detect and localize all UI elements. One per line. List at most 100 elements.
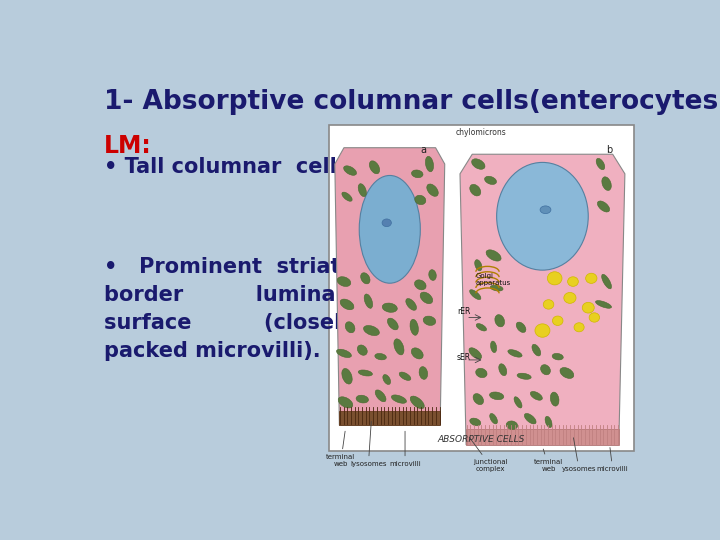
Ellipse shape [340, 299, 354, 309]
Ellipse shape [540, 206, 551, 214]
Ellipse shape [426, 158, 433, 170]
Text: microvilli: microvilli [597, 448, 629, 472]
Ellipse shape [337, 278, 351, 285]
Ellipse shape [382, 219, 392, 227]
Ellipse shape [343, 166, 358, 176]
Ellipse shape [420, 293, 432, 303]
Ellipse shape [551, 392, 559, 406]
Ellipse shape [483, 176, 498, 185]
Text: microvilli: microvilli [390, 431, 421, 467]
Ellipse shape [468, 288, 482, 301]
Ellipse shape [472, 159, 485, 169]
Ellipse shape [387, 317, 399, 331]
Text: junctional
complex: junctional complex [469, 437, 508, 472]
Ellipse shape [343, 369, 351, 383]
Ellipse shape [359, 370, 372, 376]
Ellipse shape [586, 273, 597, 283]
Text: •   Prominent  striated
border          luminal
surface          (closely
packed: • Prominent striated border luminal surf… [104, 257, 369, 361]
Ellipse shape [338, 350, 350, 357]
Ellipse shape [410, 320, 418, 334]
Ellipse shape [382, 374, 391, 386]
Ellipse shape [597, 301, 610, 308]
Ellipse shape [549, 352, 566, 361]
Ellipse shape [495, 314, 504, 328]
Ellipse shape [497, 163, 588, 270]
Ellipse shape [414, 197, 426, 204]
Ellipse shape [409, 170, 426, 178]
Text: chylomicrons: chylomicrons [456, 127, 507, 137]
Ellipse shape [597, 201, 610, 212]
Ellipse shape [518, 373, 530, 380]
Text: sER: sER [457, 353, 471, 362]
Ellipse shape [414, 280, 427, 290]
Ellipse shape [602, 275, 611, 288]
Text: terminal
web: terminal web [534, 449, 563, 472]
Ellipse shape [560, 368, 574, 378]
Ellipse shape [382, 305, 398, 311]
Text: a: a [420, 145, 426, 154]
Ellipse shape [504, 422, 520, 428]
Ellipse shape [422, 317, 436, 325]
Ellipse shape [516, 321, 527, 334]
Bar [466, 429, 618, 445]
Text: terminal
web: terminal web [326, 431, 356, 467]
Bar [339, 411, 440, 425]
Ellipse shape [572, 321, 586, 334]
Ellipse shape [428, 185, 438, 195]
Ellipse shape [595, 159, 606, 169]
Ellipse shape [489, 284, 504, 293]
Ellipse shape [469, 348, 481, 359]
Ellipse shape [467, 418, 483, 426]
Ellipse shape [358, 183, 366, 198]
Ellipse shape [541, 298, 555, 310]
Ellipse shape [549, 273, 560, 284]
Ellipse shape [540, 363, 552, 376]
Ellipse shape [473, 394, 483, 404]
Ellipse shape [530, 391, 543, 401]
Ellipse shape [487, 251, 500, 260]
Text: Golgi
apparatus: Golgi apparatus [475, 273, 510, 286]
Ellipse shape [419, 368, 428, 379]
Ellipse shape [544, 416, 553, 428]
Text: 1- Absorptive columnar cells(enterocytes): 1- Absorptive columnar cells(enterocytes… [104, 90, 720, 116]
Ellipse shape [356, 344, 368, 356]
Ellipse shape [532, 344, 541, 356]
Ellipse shape [364, 295, 373, 307]
Text: • Tall columnar  cells: • Tall columnar cells [104, 157, 349, 177]
Ellipse shape [550, 314, 565, 327]
Ellipse shape [474, 322, 489, 333]
Ellipse shape [474, 369, 488, 377]
Ellipse shape [507, 349, 523, 358]
Ellipse shape [471, 186, 480, 195]
Bar [329, 125, 634, 451]
Ellipse shape [514, 396, 522, 408]
Ellipse shape [360, 272, 371, 285]
Ellipse shape [489, 413, 498, 425]
Text: ABSORPTIVE CELLS: ABSORPTIVE CELLS [438, 435, 525, 444]
Ellipse shape [366, 327, 377, 334]
Ellipse shape [395, 341, 403, 353]
Ellipse shape [373, 353, 389, 360]
Text: b: b [606, 145, 613, 154]
Ellipse shape [563, 292, 577, 304]
Ellipse shape [359, 176, 420, 283]
Ellipse shape [342, 192, 352, 201]
Text: ysosomes: ysosomes [562, 438, 596, 472]
Ellipse shape [405, 298, 417, 311]
Ellipse shape [603, 177, 611, 191]
Ellipse shape [399, 372, 411, 381]
Ellipse shape [589, 313, 600, 322]
Text: lysosomes: lysosomes [350, 421, 387, 467]
Ellipse shape [499, 363, 507, 376]
Polygon shape [335, 148, 445, 425]
Ellipse shape [411, 397, 423, 408]
Ellipse shape [490, 341, 497, 353]
Ellipse shape [340, 399, 351, 407]
Ellipse shape [412, 348, 423, 359]
Ellipse shape [370, 162, 379, 173]
Ellipse shape [535, 324, 549, 337]
Text: LM:: LM: [104, 134, 152, 158]
Ellipse shape [490, 393, 504, 399]
Ellipse shape [523, 413, 537, 424]
Ellipse shape [429, 269, 436, 281]
